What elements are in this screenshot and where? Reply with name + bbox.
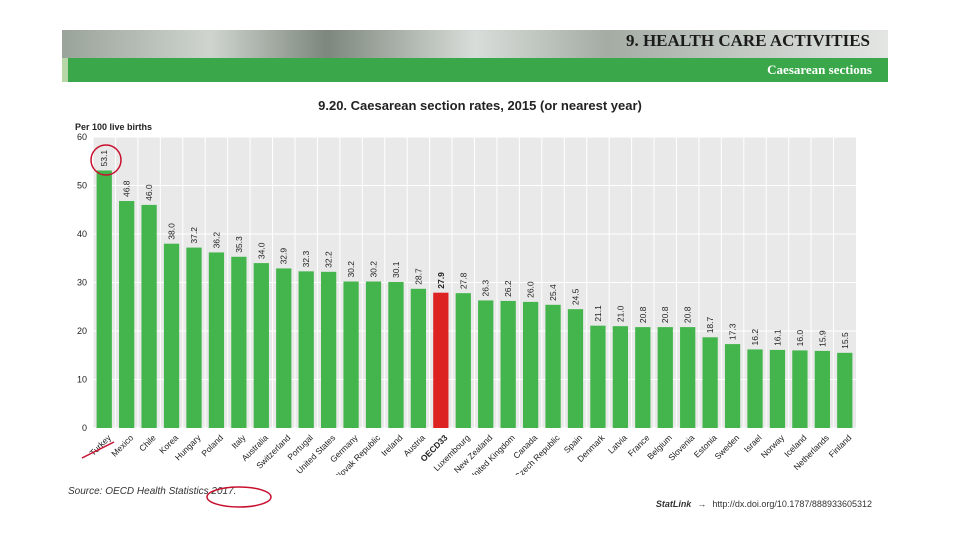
statlink-url[interactable]: http://dx.doi.org/10.1787/888933605312 xyxy=(712,499,872,509)
value-label: 18.7 xyxy=(705,316,715,333)
source-note: Source: OECD Health Statistics 2017. xyxy=(68,486,237,497)
value-label: 21.0 xyxy=(615,305,625,322)
value-label: 24.5 xyxy=(570,288,580,305)
bar-chart: 010203040506053.1Turkey46.8Mexico46.0Chi… xyxy=(77,132,856,475)
bar-denmark xyxy=(590,325,606,428)
bar-canada xyxy=(522,301,539,428)
annotation-underline-turkey xyxy=(81,441,115,459)
value-label: 21.1 xyxy=(593,305,603,322)
value-label: 30.1 xyxy=(391,261,401,278)
header-band-accent xyxy=(62,58,68,82)
value-label: 30.2 xyxy=(369,261,379,278)
y-tick-label: 60 xyxy=(77,132,87,142)
bar-korea xyxy=(163,243,180,428)
value-label: 34.0 xyxy=(256,242,266,259)
y-tick-label: 0 xyxy=(82,423,87,433)
bar-estonia xyxy=(702,337,718,428)
bar-ireland xyxy=(388,282,404,428)
bar-austria xyxy=(410,288,427,428)
value-label: 15.9 xyxy=(817,330,827,347)
value-label: 26.2 xyxy=(503,280,513,297)
x-tick-label: Italy xyxy=(229,432,248,451)
bar-slovak-republic xyxy=(365,281,382,428)
bar-latvia xyxy=(612,326,628,428)
statlink[interactable]: StatLink → http://dx.doi.org/10.1787/888… xyxy=(656,499,872,509)
value-label: 26.3 xyxy=(481,280,491,297)
value-label: 20.8 xyxy=(660,306,670,323)
bar-united-states xyxy=(321,271,337,428)
value-label: 20.8 xyxy=(638,306,648,323)
x-tick-label: Norway xyxy=(759,432,787,460)
header-band: Caesarean sections xyxy=(62,58,888,82)
bar-iceland xyxy=(792,350,808,428)
value-label: 46.0 xyxy=(144,184,154,201)
section-title: 9. HEALTH CARE ACTIVITIES xyxy=(625,31,870,50)
value-label: 32.3 xyxy=(301,251,311,268)
value-label: 16.1 xyxy=(772,329,782,346)
header-photo-banner: 9. HEALTH CARE ACTIVITIES xyxy=(62,30,888,58)
value-label: 37.2 xyxy=(189,227,199,244)
x-tick-label: Sweden xyxy=(712,432,741,461)
bar-poland xyxy=(208,252,225,428)
annotation-circle-year xyxy=(206,486,272,508)
x-tick-label: Hungary xyxy=(173,432,203,462)
bar-turkey xyxy=(96,170,112,428)
bar-italy xyxy=(231,256,247,428)
statlink-arrow-icon: → xyxy=(697,499,707,509)
bar-israel xyxy=(747,349,763,428)
y-tick-label: 30 xyxy=(77,278,87,288)
bar-germany xyxy=(343,281,359,428)
value-label: 32.2 xyxy=(324,251,334,268)
statlink-brand: StatLink xyxy=(655,499,692,509)
value-label: 15.5 xyxy=(840,332,850,349)
value-label: 26.0 xyxy=(526,281,536,298)
bar-slovenia xyxy=(680,327,696,428)
x-tick-label: Poland xyxy=(199,432,225,458)
x-tick-label: Ireland xyxy=(379,432,405,458)
bar-oecd33 xyxy=(433,292,449,428)
value-label: 16.0 xyxy=(795,330,805,347)
annotation-circle-turkey xyxy=(90,144,122,176)
bar-sweden xyxy=(724,344,741,428)
value-label: 53.1 xyxy=(99,150,109,167)
y-tick-label: 20 xyxy=(77,326,87,336)
value-label: 17.3 xyxy=(728,323,738,340)
value-label: 36.2 xyxy=(211,232,221,249)
bar-united-kingdom xyxy=(500,300,516,428)
bar-switzerland xyxy=(276,268,292,428)
value-label: 16.2 xyxy=(750,329,760,346)
bar-czech-republic xyxy=(545,304,561,428)
bar-spain xyxy=(567,309,584,428)
bar-belgium xyxy=(657,327,673,428)
bar-finland xyxy=(837,352,853,428)
value-label: 46.8 xyxy=(122,180,132,197)
bar-netherlands xyxy=(814,350,830,428)
value-label: 25.4 xyxy=(548,284,558,301)
y-tick-label: 50 xyxy=(77,181,87,191)
value-label: 35.3 xyxy=(234,236,244,253)
y-tick-label: 10 xyxy=(77,375,87,385)
bar-france xyxy=(635,327,651,428)
y-axis-label: Per 100 live births xyxy=(75,122,153,132)
bar-hungary xyxy=(186,247,202,428)
x-tick-label: Finland xyxy=(827,432,854,459)
section-subtitle: Caesarean sections xyxy=(767,62,872,77)
chart-title: 9.20. Caesarean section rates, 2015 (or … xyxy=(318,98,642,113)
value-label: 27.9 xyxy=(436,272,446,289)
value-label: 28.7 xyxy=(413,268,423,285)
bar-australia xyxy=(253,263,269,428)
value-label: 38.0 xyxy=(167,223,177,240)
value-label: 30.2 xyxy=(346,261,356,278)
bar-luxembourg xyxy=(455,293,471,428)
value-label: 27.8 xyxy=(458,272,468,289)
x-tick-label: Chile xyxy=(137,432,158,453)
y-tick-label: 40 xyxy=(77,229,87,239)
bar-mexico xyxy=(119,201,135,428)
bar-chile xyxy=(141,204,157,428)
bar-portugal xyxy=(298,271,314,428)
bar-norway xyxy=(769,349,786,428)
bar-new-zealand xyxy=(478,300,494,428)
value-label: 20.8 xyxy=(683,306,693,323)
value-label: 32.9 xyxy=(279,248,289,265)
